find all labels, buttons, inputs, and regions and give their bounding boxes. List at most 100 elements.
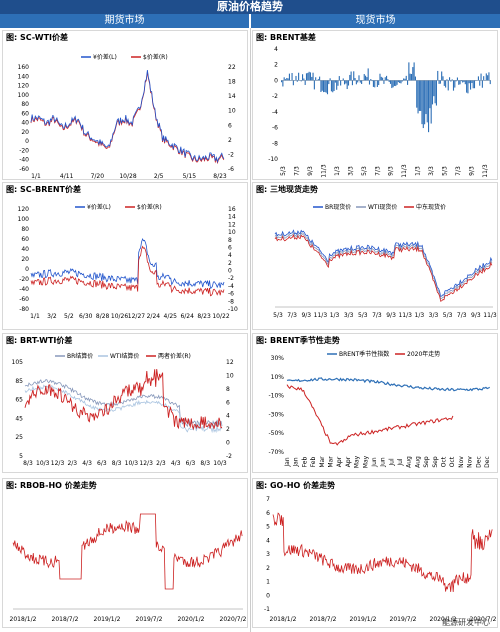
chart-rbob-ho-spread: 图: RBOB-HO 价差走势 2018/1/2 2018/7/2 2019/1/2…	[2, 478, 248, 628]
bar	[404, 78, 406, 81]
x-tick-label: 10/22	[212, 313, 229, 320]
bar	[473, 80, 476, 89]
series-line-rbob-ho	[12, 513, 243, 590]
legend-label: BR结算价	[67, 352, 93, 360]
bar	[326, 80, 329, 95]
legend: ¥价差(L) $价差(R)	[81, 53, 168, 61]
bar	[344, 80, 346, 85]
x-tick-label: Nov	[467, 456, 474, 468]
bar	[446, 79, 448, 81]
bar	[363, 74, 365, 81]
bar	[338, 76, 340, 81]
x-tick-label: 4/3	[82, 460, 92, 467]
bar	[332, 80, 334, 93]
bar	[389, 80, 392, 84]
bar	[428, 80, 430, 133]
legend-label: BRENT季节性指数	[339, 350, 389, 358]
x-tick-label: 7/3	[287, 312, 297, 319]
y-tick-label: 5	[266, 524, 270, 531]
x-tick-label: Sep	[423, 456, 430, 468]
bar	[449, 77, 451, 81]
y2-tick-label: 12	[226, 359, 234, 366]
x-tick-label: 4/11	[60, 173, 74, 180]
bar	[311, 76, 313, 81]
legend-label: ¥价差(L)	[93, 53, 117, 61]
bar	[417, 80, 419, 114]
x-tick-label: 8/23	[197, 313, 211, 320]
bar	[412, 67, 414, 81]
bar	[441, 71, 443, 81]
x-tick-label: 7/3	[457, 312, 467, 319]
bar	[433, 80, 435, 97]
bar	[328, 80, 330, 85]
y-tick-label: 120	[18, 83, 30, 90]
y-tick-label: 30%	[271, 355, 285, 362]
legend-label: 两者价差(R)	[158, 352, 191, 360]
bar	[323, 80, 325, 93]
x-tick-label: Jun	[380, 457, 387, 468]
series-line-seasonal	[286, 377, 491, 392]
x-tick-label: 10/3	[36, 460, 50, 467]
bar	[393, 80, 395, 86]
bar	[470, 80, 472, 90]
x-tick-label: 1/3	[415, 312, 425, 319]
y-tick-label: -40	[19, 157, 29, 164]
x-tick-label: Apr	[336, 456, 343, 467]
bar	[397, 80, 399, 83]
bar	[454, 80, 456, 88]
x-tick-label: 2018/1/2	[270, 616, 297, 623]
y-tick-label: 0	[274, 77, 278, 84]
bar	[407, 80, 409, 85]
bar	[383, 80, 385, 84]
legend-label: $价差(R)	[137, 203, 162, 211]
bar	[354, 78, 356, 81]
bar	[325, 80, 327, 93]
legend-label: WTI现货价	[368, 203, 397, 211]
y-tick-label: 7	[266, 496, 270, 503]
bar	[463, 80, 465, 82]
bar	[308, 71, 310, 81]
spot-market-header: 现货市场	[251, 14, 500, 28]
x-tick-label: 2018/7/2	[310, 616, 337, 623]
bar	[438, 80, 440, 84]
bar	[378, 80, 380, 86]
y-tick-label: -10%	[268, 393, 284, 400]
chart-title: 图: BRENT季节性走势	[256, 336, 340, 345]
y2-tick-label: 6	[226, 399, 230, 406]
legend-label: $价差(R)	[143, 53, 168, 61]
bar	[295, 75, 297, 81]
bar	[333, 80, 335, 91]
x-tick-label: Oct	[449, 456, 456, 467]
y2-tick-label: -2	[228, 151, 234, 158]
x-tick-label: 3/3	[347, 166, 354, 176]
bar	[442, 76, 444, 81]
x-tick-label: 1/1	[31, 173, 41, 180]
y2-tick-label: 4	[228, 252, 232, 259]
x-tick-label: 2018/1/2	[10, 616, 37, 623]
chart-sc-wti-spread: 图: SC-WTI价差 ¥价差(L) $价差(R) -60 -40 -20 0 20 40 60…	[2, 30, 248, 180]
bar	[346, 80, 348, 90]
bar	[420, 80, 422, 111]
series-line-br	[24, 379, 223, 428]
y-tick-label: -6	[272, 125, 278, 132]
x-tick-label: 9/3	[469, 166, 476, 176]
bar	[284, 79, 287, 81]
bar	[312, 72, 314, 81]
bar	[487, 75, 489, 81]
x-tick-label: Jan	[293, 457, 300, 467]
chart-title: 图: BRT-WTI价差	[6, 336, 73, 345]
chart-three-spot-prices: 图: 三地现货走势 BR现货价 WTI现货价 中东现货价 5/3 7/3 9/3 11/3 1…	[252, 182, 498, 330]
x-tick-label: Jul	[397, 458, 404, 467]
x-tick-label: Jul	[388, 458, 395, 467]
bar	[443, 80, 445, 86]
y-tick-label: -80	[19, 306, 29, 313]
y-tick-label: 3	[266, 551, 270, 558]
bar	[434, 80, 436, 104]
bar	[430, 80, 432, 124]
column-divider	[250, 28, 251, 632]
chart-go-ho-spread: 图: GO-HO 价差走势 -1 0 1 2 3 4 5 6 7 2018/1/2 2018/7/2…	[252, 478, 498, 628]
x-tick-label: May	[362, 455, 369, 468]
x-tick-label: Feb	[310, 456, 317, 467]
bar	[450, 80, 452, 82]
x-tick-label: 2018/7/2	[52, 616, 79, 623]
